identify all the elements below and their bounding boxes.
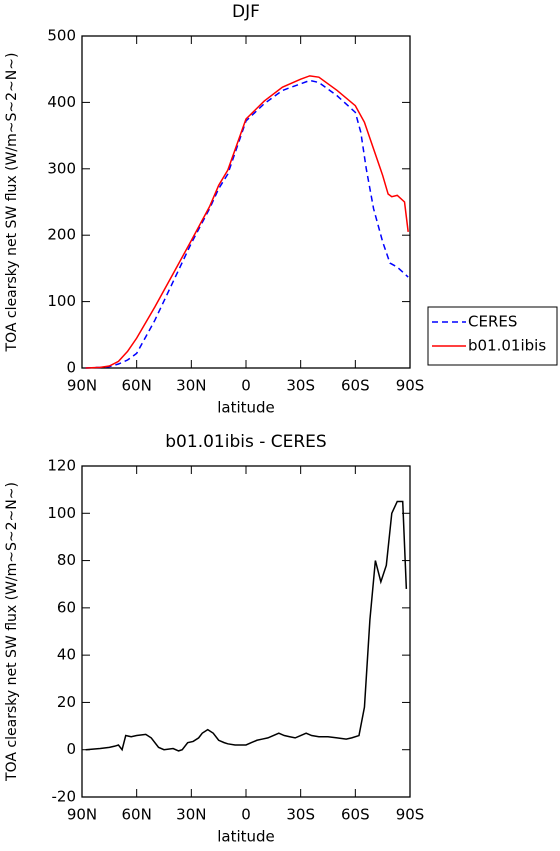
x-tick-label: 90S <box>396 806 425 824</box>
y-tick-label: 60 <box>57 598 76 616</box>
y-axis-label: TOA clearsky net SW flux (W/m~S~2~N~) <box>4 482 20 782</box>
series-line <box>85 79 409 369</box>
legend-frame <box>427 306 558 366</box>
y-tick-label: 20 <box>57 693 76 711</box>
x-tick-label: 0 <box>241 806 251 824</box>
y-tick-label: 100 <box>47 504 76 522</box>
x-tick-label: 60N <box>122 377 152 395</box>
y-tick-label: 40 <box>57 646 76 664</box>
y-tick-label: 400 <box>47 93 76 111</box>
y-tick-label: 0 <box>66 359 76 377</box>
y-tick-label: 200 <box>47 226 76 244</box>
x-tick-label: 90N <box>67 806 97 824</box>
y-tick-label: 300 <box>47 159 76 177</box>
y-axis-label: TOA clearsky net SW flux (W/m~S~2~N~) <box>4 53 20 353</box>
series-line <box>85 75 409 369</box>
x-tick-label: 60N <box>122 806 152 824</box>
x-tick-label: 60S <box>341 806 370 824</box>
series-line <box>85 500 408 752</box>
legend-label: b01.01ibis <box>468 337 546 355</box>
plot-frame <box>81 465 411 798</box>
plot-frame <box>81 35 411 369</box>
x-tick-label: 30N <box>176 806 206 824</box>
y-tick-label: 80 <box>57 551 76 569</box>
x-tick-label: 30S <box>286 806 315 824</box>
y-tick-label: 100 <box>47 292 76 310</box>
x-tick-label: 90N <box>67 377 97 395</box>
y-tick-label: 500 <box>47 27 76 45</box>
y-tick-label: 0 <box>66 740 76 758</box>
x-tick-label: 0 <box>241 377 251 395</box>
y-tick-label: -20 <box>52 788 77 806</box>
x-tick-label: 60S <box>341 377 370 395</box>
x-tick-label: 30S <box>286 377 315 395</box>
chart-title: DJF <box>232 2 260 22</box>
x-axis-label: latitude <box>217 399 275 417</box>
y-tick-label: 120 <box>47 457 76 475</box>
x-axis-label: latitude <box>217 828 275 846</box>
legend-label: CERES <box>468 313 517 331</box>
x-tick-label: 90S <box>396 377 425 395</box>
chart-title: b01.01ibis - CERES <box>165 432 326 452</box>
x-tick-label: 30N <box>176 377 206 395</box>
